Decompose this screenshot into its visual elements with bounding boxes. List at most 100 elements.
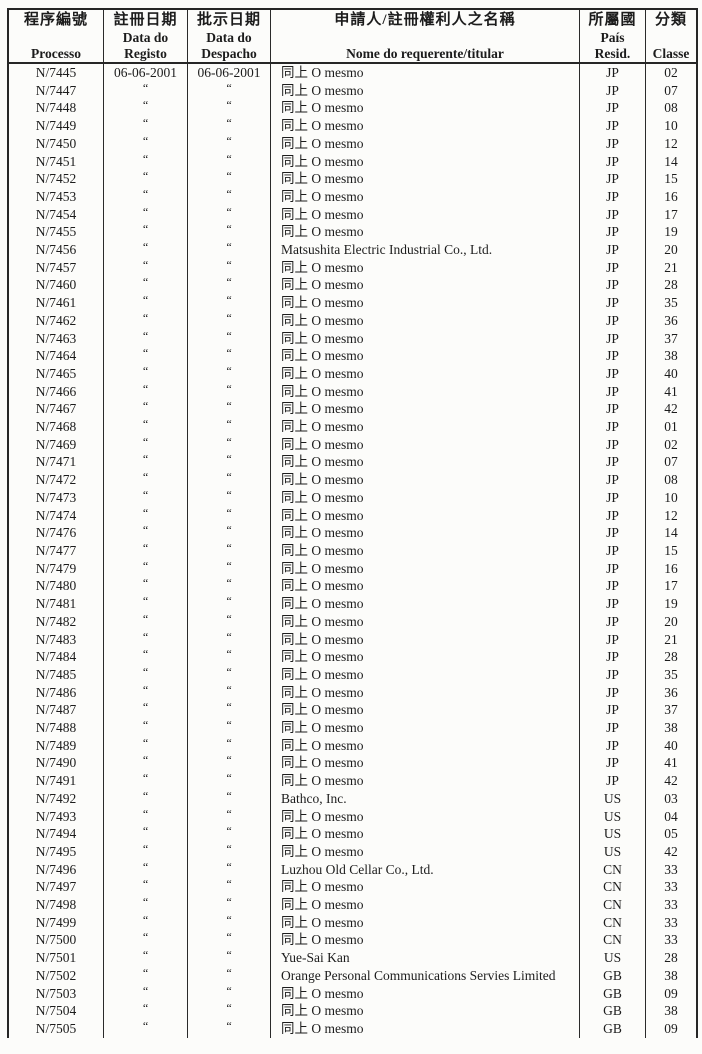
cell-processo: N/7502 xyxy=(9,966,104,985)
cell-nome: 同上 O mesmo xyxy=(271,400,580,419)
cell-processo: N/7487 xyxy=(9,701,104,720)
cell-processo: N/7448 xyxy=(9,99,104,118)
cell-nome: Yue-Sai Kan xyxy=(271,949,580,967)
cell-despacho: “ xyxy=(188,205,271,224)
cell-pais: JP xyxy=(580,241,646,259)
cell-despacho: “ xyxy=(188,294,271,312)
cell-nome: 同上 O mesmo xyxy=(271,878,580,897)
cell-processo: N/7460 xyxy=(9,276,104,295)
cell-registo: “ xyxy=(104,329,188,348)
cell-despacho: “ xyxy=(188,81,271,100)
cell-classe: 12 xyxy=(664,135,678,151)
cell-nome: 同上 O mesmo xyxy=(271,64,580,82)
cell-registo: “ xyxy=(104,364,188,383)
cell-processo: N/7480 xyxy=(9,577,104,596)
header-registo-pt2: Registo xyxy=(124,46,167,61)
header-nome: 申請人/註冊權利人之名稱 Nome do requerente/titular xyxy=(271,10,580,62)
cell-nome: 同上 O mesmo xyxy=(271,205,580,224)
cell-registo: “ xyxy=(104,931,188,950)
cell-registo: “ xyxy=(104,223,188,242)
cell-registo: “ xyxy=(104,772,188,790)
cell-pais: JP xyxy=(580,595,646,613)
cell-pais: JP xyxy=(580,382,646,401)
cell-registo: “ xyxy=(104,559,188,578)
cell-nome: 同上 O mesmo xyxy=(271,701,580,720)
cell-despacho: “ xyxy=(188,117,271,135)
cell-classe: 02 xyxy=(664,65,678,80)
cell-registo: “ xyxy=(104,99,188,118)
cell-nome: 同上 O mesmo xyxy=(271,842,580,861)
cell-nome: 同上 O mesmo xyxy=(271,524,580,542)
cell-pais: JP xyxy=(580,701,646,720)
cell-classe: 14 xyxy=(664,525,678,541)
cell-registo: “ xyxy=(104,1019,188,1038)
cell-registo: “ xyxy=(104,152,188,171)
cell-despacho: “ xyxy=(188,152,271,171)
cell-nome: 同上 O mesmo xyxy=(271,913,580,932)
cell-classe: 40 xyxy=(664,737,678,753)
cell-classe: 15 xyxy=(664,542,678,558)
cell-registo: “ xyxy=(104,170,188,188)
table-row: N/7457 ““同上 O mesmo JP 21 xyxy=(9,258,696,277)
cell-despacho: “ xyxy=(188,789,271,808)
cell-processo: N/7445 xyxy=(9,64,104,82)
cell-despacho: “ xyxy=(188,258,271,277)
cell-despacho: “ xyxy=(188,541,271,560)
header-pais-zh: 所屬國 xyxy=(588,12,637,28)
table-row: N/7480 ““同上 O mesmo JP 17 xyxy=(9,577,696,596)
table-row: N/7449 ““同上 O mesmo JP 10 xyxy=(9,117,696,135)
cell-pais: JP xyxy=(580,99,646,118)
cell-registo: “ xyxy=(104,595,188,613)
cell-classe: 38 xyxy=(664,1003,678,1019)
header-registo-zh: 註冊日期 xyxy=(113,12,178,28)
cell-registo: “ xyxy=(104,524,188,542)
cell-classe: 28 xyxy=(664,950,678,966)
cell-registo: “ xyxy=(104,966,188,985)
cell-nome: 同上 O mesmo xyxy=(271,612,580,631)
table-row: N/7451 ““同上 O mesmo JP 14 xyxy=(9,152,696,171)
cell-registo: “ xyxy=(104,276,188,295)
cell-pais: JP xyxy=(580,170,646,188)
table-row: N/7460 ““同上 O mesmo JP 28 xyxy=(9,276,696,295)
table-row: N/7468 ““同上 O mesmo JP 01 xyxy=(9,418,696,436)
cell-registo: “ xyxy=(104,488,188,507)
cell-pais: CN xyxy=(580,931,646,950)
cell-classe: 20 xyxy=(664,242,678,258)
cell-pais: JP xyxy=(580,311,646,330)
cell-processo: N/7455 xyxy=(9,223,104,242)
cell-processo: N/7454 xyxy=(9,205,104,224)
cell-processo: N/7482 xyxy=(9,612,104,631)
cell-despacho: “ xyxy=(188,559,271,578)
cell-nome: 同上 O mesmo xyxy=(271,187,580,206)
cell-nome: 同上 O mesmo xyxy=(271,630,580,649)
table-row: N/7499 ““同上 O mesmo CN 33 xyxy=(9,913,696,932)
table-row: N/7495 ““同上 O mesmo US 42 xyxy=(9,842,696,861)
cell-processo: N/7469 xyxy=(9,435,104,454)
cell-pais: JP xyxy=(580,435,646,454)
cell-nome: 同上 O mesmo xyxy=(271,577,580,596)
cell-pais: US xyxy=(580,842,646,861)
header-pais: 所屬國 País Resid. xyxy=(580,10,646,62)
cell-processo: N/7488 xyxy=(9,719,104,737)
cell-pais: GB xyxy=(580,966,646,985)
table-row: N/7486 ““同上 O mesmo JP 36 xyxy=(9,683,696,702)
cell-despacho: “ xyxy=(188,471,271,489)
cell-pais: JP xyxy=(580,541,646,560)
cell-registo: “ xyxy=(104,736,188,755)
cell-processo: N/7486 xyxy=(9,683,104,702)
table-row: N/7485 ““同上 O mesmo JP 35 xyxy=(9,665,696,684)
cell-processo: N/7447 xyxy=(9,81,104,100)
table-row: N/7456 ““Matsushita Electric Industrial C… xyxy=(9,241,696,259)
cell-processo: N/7490 xyxy=(9,754,104,773)
cell-classe: 10 xyxy=(664,489,678,505)
cell-pais: US xyxy=(580,825,646,843)
table-row: N/7482 ““同上 O mesmo JP 20 xyxy=(9,612,696,631)
table-row: N/7497 ““同上 O mesmo CN 33 xyxy=(9,878,696,897)
cell-classe: 16 xyxy=(664,188,678,204)
table-row: N/7481 ““同上 O mesmo JP 19 xyxy=(9,595,696,613)
table-row: N/7496 ““Luzhou Old Cellar Co., Ltd. CN 33 xyxy=(9,860,696,879)
cell-pais: US xyxy=(580,789,646,808)
table-row: N/7453 ““同上 O mesmo JP 16 xyxy=(9,187,696,206)
cell-classe: 33 xyxy=(664,897,678,913)
cell-classe: 42 xyxy=(664,401,678,417)
